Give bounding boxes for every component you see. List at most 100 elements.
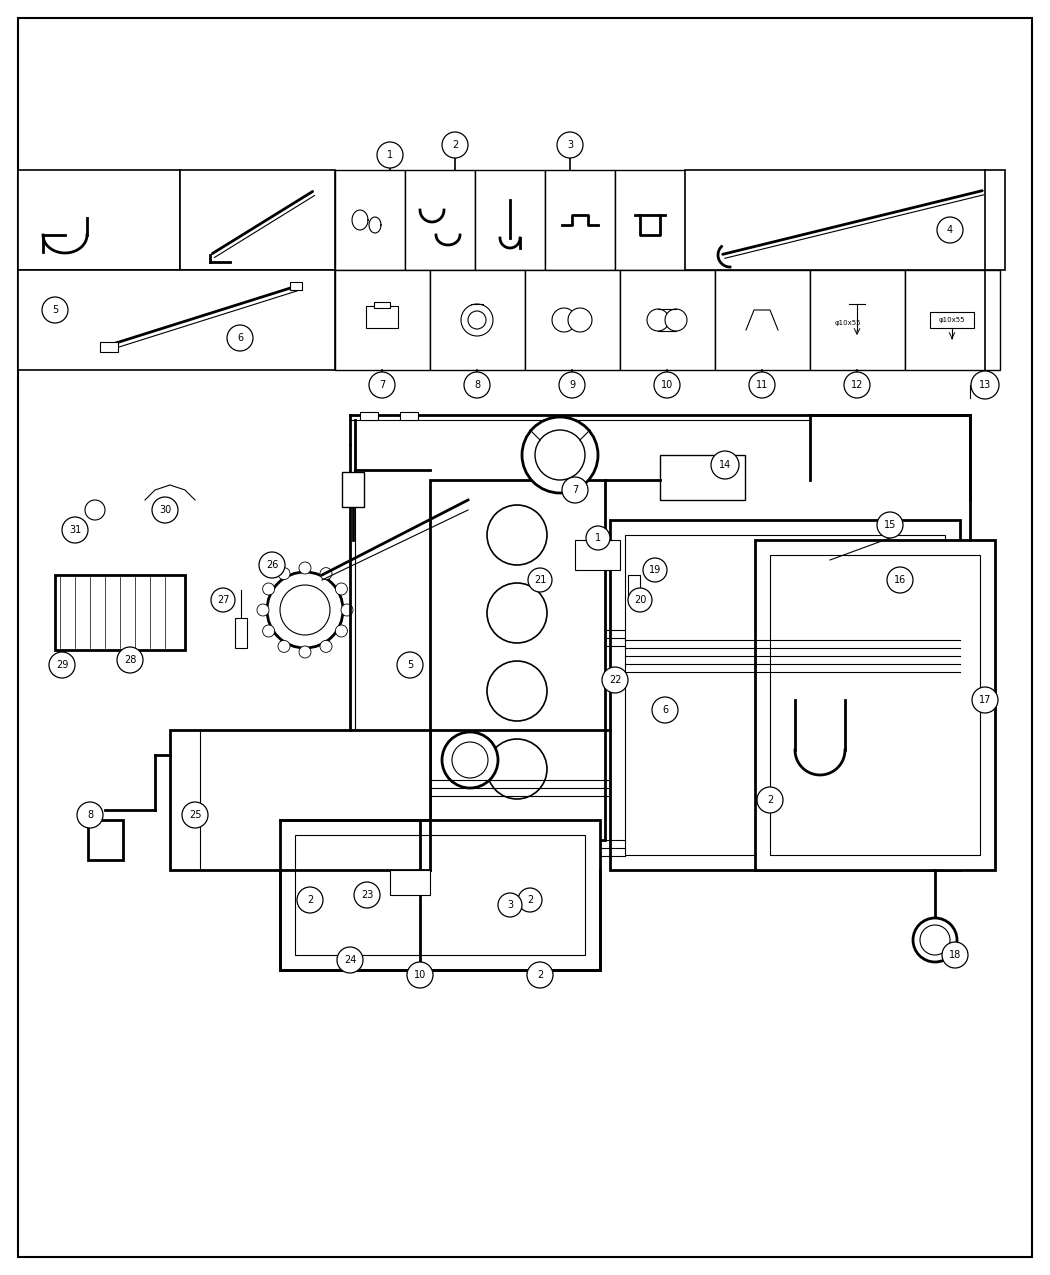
Bar — [366, 306, 398, 328]
Bar — [18, 270, 335, 370]
Text: 26: 26 — [266, 560, 278, 570]
Text: 1: 1 — [387, 150, 393, 159]
Text: 20: 20 — [634, 595, 646, 606]
Circle shape — [369, 372, 395, 398]
Circle shape — [227, 325, 253, 351]
Text: φ10x55: φ10x55 — [835, 320, 861, 326]
Text: 10: 10 — [414, 970, 426, 980]
Circle shape — [757, 787, 783, 813]
Bar — [660, 455, 746, 500]
Circle shape — [647, 309, 669, 332]
Text: 17: 17 — [979, 695, 991, 705]
Circle shape — [628, 588, 652, 612]
Text: 18: 18 — [949, 950, 961, 960]
Circle shape — [262, 625, 275, 638]
Circle shape — [559, 372, 585, 398]
Text: 8: 8 — [87, 810, 93, 820]
Circle shape — [536, 430, 585, 479]
Text: 29: 29 — [56, 660, 68, 669]
Circle shape — [487, 505, 547, 565]
Bar — [625, 536, 945, 856]
Circle shape — [522, 417, 598, 493]
Circle shape — [85, 500, 105, 520]
Circle shape — [586, 527, 610, 550]
Text: 19: 19 — [649, 565, 662, 575]
Bar — [400, 412, 418, 419]
Bar — [615, 170, 685, 270]
Text: 16: 16 — [894, 575, 906, 585]
Circle shape — [354, 882, 380, 908]
Bar — [235, 618, 247, 648]
Circle shape — [257, 604, 269, 616]
Bar — [430, 479, 605, 840]
Bar — [475, 170, 545, 270]
Circle shape — [643, 558, 667, 581]
Circle shape — [942, 942, 968, 968]
Circle shape — [972, 687, 998, 713]
Circle shape — [568, 309, 592, 332]
Circle shape — [397, 652, 423, 678]
Bar — [290, 282, 302, 289]
Text: 1: 1 — [595, 533, 601, 543]
Text: 28: 28 — [124, 655, 136, 666]
Circle shape — [552, 309, 576, 332]
Circle shape — [527, 963, 553, 988]
Text: 2: 2 — [537, 970, 543, 980]
Text: φ10x55: φ10x55 — [939, 317, 965, 323]
Circle shape — [297, 887, 323, 913]
Text: 12: 12 — [850, 380, 863, 390]
Text: 5: 5 — [407, 660, 413, 669]
Circle shape — [914, 918, 957, 963]
Circle shape — [452, 742, 488, 778]
Circle shape — [654, 372, 680, 398]
Circle shape — [518, 887, 542, 912]
Text: 15: 15 — [884, 520, 897, 530]
Text: 23: 23 — [361, 890, 373, 900]
Bar — [180, 170, 335, 270]
Text: 3: 3 — [567, 140, 573, 150]
Circle shape — [461, 303, 493, 337]
Text: 25: 25 — [189, 810, 202, 820]
Bar — [88, 820, 123, 861]
Text: 24: 24 — [343, 955, 356, 965]
Circle shape — [262, 583, 275, 595]
Circle shape — [62, 516, 88, 543]
Text: 31: 31 — [69, 525, 81, 536]
Bar — [620, 270, 715, 370]
Circle shape — [42, 297, 68, 323]
Circle shape — [920, 924, 950, 955]
Circle shape — [77, 802, 103, 827]
Circle shape — [602, 667, 628, 694]
Bar — [342, 472, 364, 507]
Bar — [628, 575, 640, 597]
Text: 3: 3 — [507, 900, 513, 910]
Circle shape — [117, 646, 143, 673]
Text: 30: 30 — [159, 505, 171, 515]
Text: 6: 6 — [237, 333, 243, 343]
Circle shape — [877, 513, 903, 538]
Circle shape — [341, 604, 353, 616]
Text: 22: 22 — [609, 674, 622, 685]
Bar — [18, 170, 180, 270]
Text: 13: 13 — [979, 380, 991, 390]
Bar — [685, 170, 1005, 270]
Bar — [930, 312, 974, 328]
Text: 11: 11 — [756, 380, 769, 390]
Circle shape — [377, 142, 403, 168]
Bar — [55, 575, 185, 650]
Circle shape — [464, 372, 490, 398]
Circle shape — [487, 740, 547, 799]
Circle shape — [887, 567, 914, 593]
Circle shape — [487, 660, 547, 720]
Circle shape — [442, 732, 498, 788]
Circle shape — [278, 567, 290, 580]
Circle shape — [844, 372, 870, 398]
Circle shape — [665, 309, 687, 332]
Text: 14: 14 — [719, 460, 731, 470]
Circle shape — [299, 562, 311, 574]
Text: 5: 5 — [51, 305, 58, 315]
Circle shape — [556, 133, 583, 158]
Circle shape — [278, 640, 290, 653]
Bar — [810, 270, 905, 370]
Bar — [610, 520, 960, 870]
